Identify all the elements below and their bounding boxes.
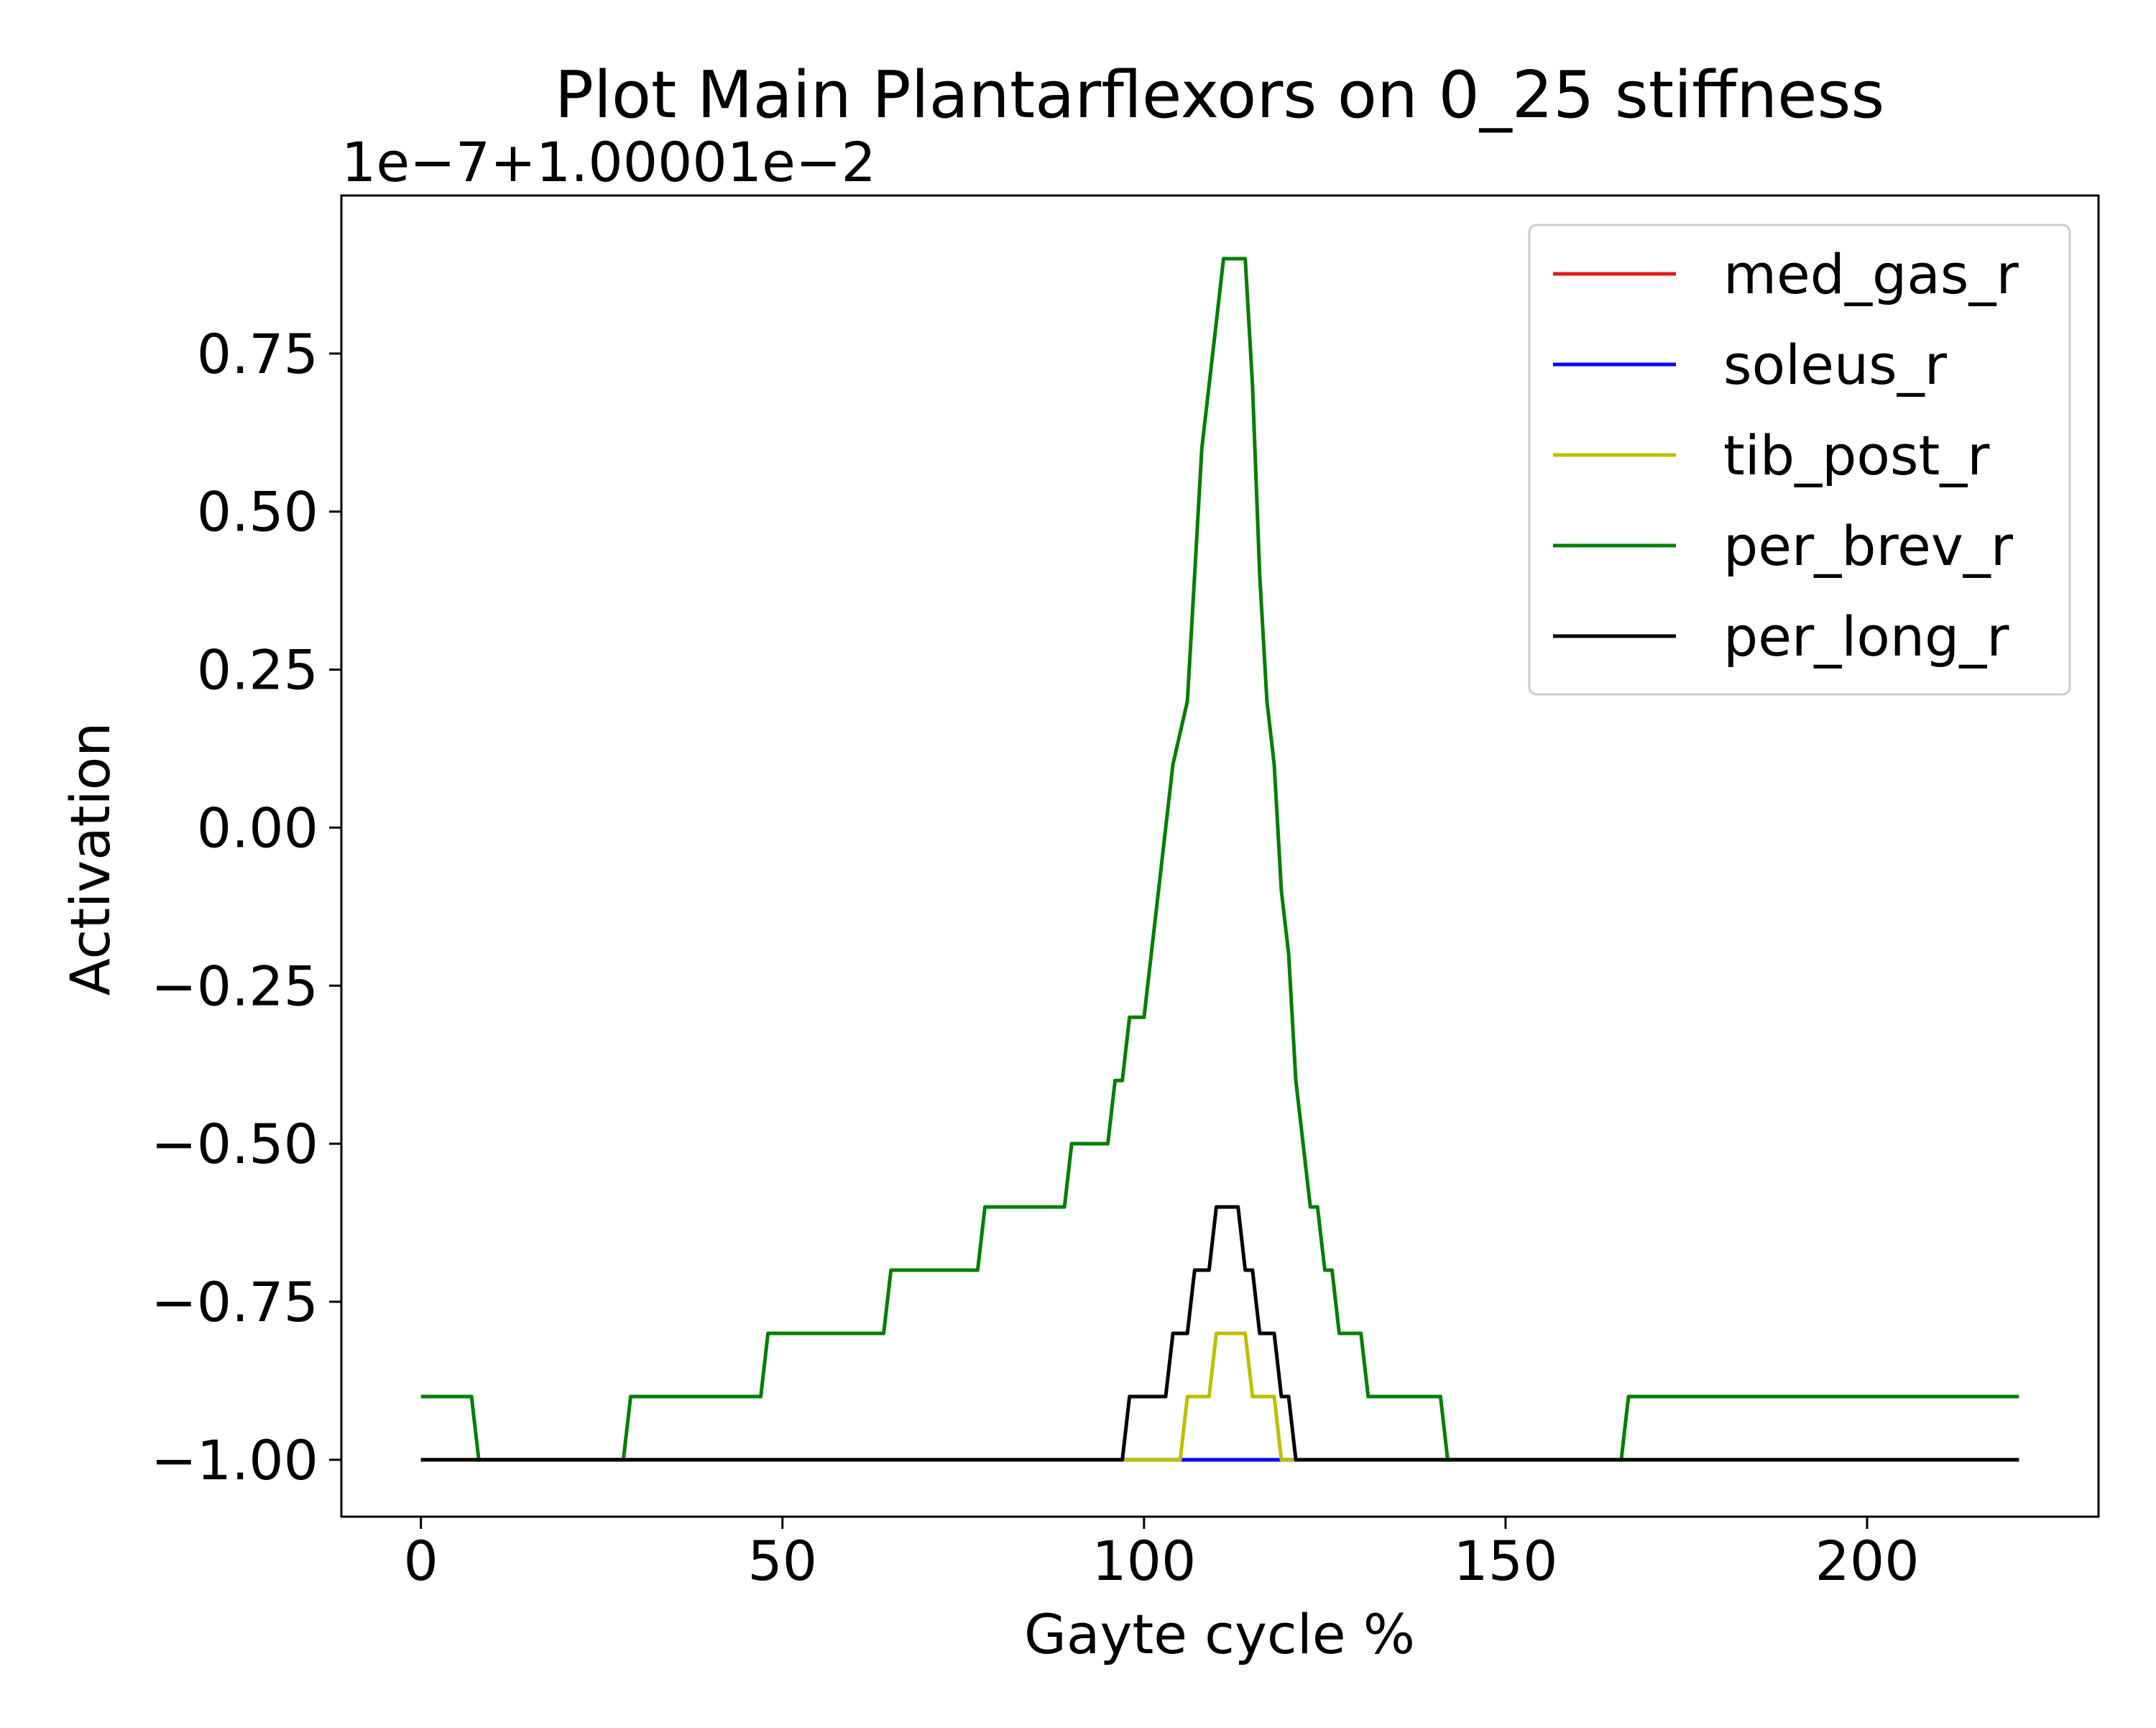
series-lines bbox=[420, 257, 2019, 1462]
x-tick-label: 100 bbox=[1092, 1529, 1196, 1593]
legend-label: per_brev_r bbox=[1723, 514, 2014, 578]
y-tick-label: 0.50 bbox=[197, 480, 318, 544]
series-line-per-brev-r bbox=[420, 257, 2019, 1462]
x-tick-label: 0 bbox=[403, 1529, 438, 1593]
x-tick-label: 150 bbox=[1453, 1529, 1557, 1593]
legend-label: med_gas_r bbox=[1723, 242, 2019, 306]
legend-label: tib_post_r bbox=[1723, 423, 1990, 487]
legend: med_gas_r soleus_r tib_post_r per_brev_rper… bbox=[1528, 224, 2071, 696]
plot-area-frame bbox=[340, 194, 2100, 1518]
y-tick-label: 0.25 bbox=[197, 638, 318, 702]
y-tick-label: 0.75 bbox=[197, 322, 318, 386]
y-tick-label: −0.50 bbox=[151, 1112, 318, 1176]
axis-offset-label: 1e−7+1.00001e−2 bbox=[341, 130, 876, 194]
y-tick-label: −0.75 bbox=[151, 1270, 318, 1334]
axis-ticks: 0 50 100 150 200 −1.00 −0.75 −0.50 −0.25 0.00 0.25… bbox=[151, 322, 1919, 1593]
x-tick-label: 200 bbox=[1815, 1529, 1919, 1593]
legend-label: per_long_r bbox=[1723, 605, 2009, 668]
y-axis-label: Activation bbox=[58, 722, 122, 996]
x-axis-label: Gayte cycle % bbox=[1024, 1602, 1415, 1666]
series-line-per-long-r bbox=[420, 1205, 2019, 1462]
y-tick-label: 0.00 bbox=[197, 796, 318, 860]
series-line-tib-post-r bbox=[420, 1331, 2019, 1462]
chart-title: Plot Main Plantarflexors on 0_25 stiffne… bbox=[555, 58, 1885, 133]
y-tick-label: −1.00 bbox=[151, 1428, 318, 1492]
y-tick-label: −0.25 bbox=[151, 954, 318, 1018]
legend-label: soleus_r bbox=[1723, 333, 1948, 397]
x-tick-label: 50 bbox=[747, 1529, 817, 1593]
legend-box bbox=[1528, 224, 2071, 696]
